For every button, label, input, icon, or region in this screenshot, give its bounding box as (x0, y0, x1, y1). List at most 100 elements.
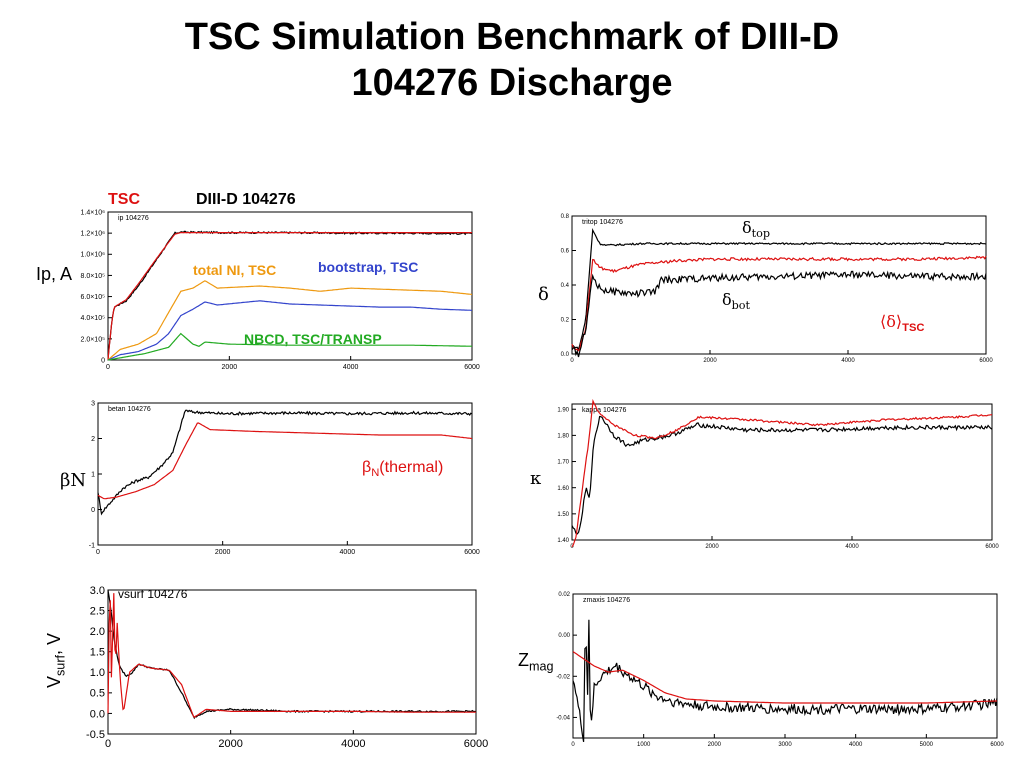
y-tick-label: 8.0×10⁵ (80, 273, 105, 280)
zmag-axis-label: Zmag (518, 650, 554, 674)
x-tick-label: 6000 (464, 549, 480, 556)
x-tick-label: 2000 (218, 738, 242, 750)
annotation-delta-tsc: ⟨δ⟩TSC (880, 312, 925, 334)
x-tick-label: 4000 (343, 364, 359, 371)
delta-bot-sub: bot (731, 299, 751, 313)
y-tick-label: 2.5 (90, 605, 105, 617)
y-tick-label: 1.80 (557, 433, 569, 439)
betan-axis-text: βN (60, 470, 87, 491)
series-line-nbcd-4 (107, 332, 473, 361)
y-tick-label: 0.0 (90, 708, 105, 720)
y-tick-label: 1 (91, 471, 95, 478)
chart-delta: tritop 104276 0 2000 4000 6000 0.0 0.2 0.4 0.6 0.… (561, 214, 994, 364)
series-line-tsc-1 (571, 255, 987, 352)
series-line-tsc-1 (571, 398, 993, 548)
plot-frame (107, 589, 477, 735)
x-tick-label: 2000 (705, 544, 719, 550)
y-tick-label: 2.0×10⁵ (80, 336, 105, 343)
series-line-tsc-1 (107, 593, 476, 719)
series-line-exp-0 (107, 590, 477, 720)
chart-kappa: kappa 104276 0 2000 4000 6000 1.40 1.50 1.60 1.7… (557, 398, 999, 550)
y-tick-label: 1.2×10⁶ (81, 231, 106, 238)
plot-frame (107, 211, 473, 361)
y-tick-label: 2 (91, 436, 95, 443)
title-line-2: 104276 Discharge (351, 62, 673, 104)
delta-top-sub: top (751, 227, 771, 241)
y-tick-label: 0 (101, 357, 105, 364)
series-line-exp-0 (97, 409, 473, 516)
series-line-ni-2 (107, 280, 473, 361)
delta-tsc-sub: TSC (902, 322, 925, 335)
betan-axis-label: βN (60, 470, 86, 491)
x-tick-label: 4000 (845, 544, 859, 550)
chart-ip-svg: ip 104276 0 2000 4000 6000 0 2.0×10⁵ 4.0×10⁵ 6.0… (80, 209, 479, 371)
chart-ip: ip 104276 0 2000 4000 6000 0 2.0×10⁵ 4.0×10⁵ 6.0… (80, 209, 479, 374)
series-line-exp-0 (571, 227, 987, 351)
chart-betan: betan 104276 0 2000 4000 6000 -1 0 1 2 3 (89, 400, 480, 559)
delta-tsc-main: ⟨δ⟩ (880, 312, 903, 331)
inner-label: betan 104276 (108, 406, 151, 413)
chart-zmag-svg: zmaxis 104276 0 1000 2000 3000 4000 5000 6000 -0… (556, 592, 1004, 748)
x-tick-label: 6000 (464, 738, 488, 750)
y-tick-label: 0.0 (561, 352, 570, 358)
delta-bot-main: δ (722, 290, 732, 309)
y-tick-label: 0.5 (90, 688, 105, 700)
annotation-betan-thermal: βN(thermal) (362, 459, 443, 479)
vsurf-axis-main: V (44, 675, 64, 688)
delta-top-main: δ (742, 218, 752, 237)
ip-axis-label: Ip, A (36, 264, 73, 284)
y-tick-label: 0.6 (561, 249, 570, 255)
y-tick-label: 1.5 (90, 647, 105, 659)
betan-thermal-sub: N (371, 467, 380, 480)
y-tick-label: 0.00 (558, 633, 570, 639)
inner-label: vsurf 104276 (118, 587, 188, 601)
chart-vsurf: vsurf 104276 0 2000 4000 6000 -0.5 0.0 0.5 1.0 1.… (86, 585, 488, 750)
title-line-1: TSC Simulation Benchmark of DIII-D (184, 16, 840, 58)
kappa-axis-label: κ (530, 468, 542, 489)
y-tick-label: 2.0 (90, 626, 105, 638)
y-tick-label: 1.50 (557, 512, 569, 518)
inner-label: tritop 104276 (582, 219, 623, 226)
plot-frame (571, 403, 993, 541)
y-tick-label: 1.4×10⁶ (81, 209, 106, 216)
y-tick-label: 3 (91, 400, 95, 407)
y-tick-label: 6.0×10⁵ (80, 294, 105, 301)
x-tick-label: 4000 (849, 742, 863, 748)
y-tick-label: 1.70 (557, 460, 569, 466)
inner-label: ip 104276 (118, 215, 149, 222)
betan-thermal-tail: (thermal) (379, 459, 444, 476)
x-tick-label: 3000 (778, 742, 792, 748)
series-line-exp-2 (571, 270, 987, 358)
y-tick-label: 1.40 (557, 538, 569, 544)
y-tick-label: 0 (91, 507, 95, 514)
chart-zmag: zmaxis 104276 0 1000 2000 3000 4000 5000 6000 -0… (556, 592, 1004, 748)
x-tick-label: 2000 (222, 364, 238, 371)
series-line-tsc-1 (572, 651, 997, 704)
annotation-nbcd: NBCD, TSC/TRANSP (244, 331, 382, 347)
annotation-delta-top: δtop (742, 218, 770, 240)
y-tick-label: 3.0 (90, 585, 105, 597)
x-tick-label: 6000 (985, 544, 999, 550)
y-tick-label: -0.04 (556, 716, 570, 722)
delta-axis-label: δ (538, 284, 549, 305)
x-tick-label: 2000 (703, 358, 717, 364)
x-tick-label: 2000 (215, 549, 231, 556)
x-tick-label: 6000 (979, 358, 993, 364)
y-tick-label: -1 (89, 542, 95, 549)
y-tick-label: -0.02 (556, 674, 570, 680)
zmag-axis-sub: mag (529, 659, 554, 674)
series-line-exp-0 (107, 230, 473, 360)
y-tick-label: 0.2 (561, 318, 570, 324)
y-tick-label: 0.02 (558, 592, 570, 598)
zmag-axis-main: Z (518, 650, 529, 670)
x-tick-label: 0 (570, 358, 574, 364)
x-tick-label: 0 (571, 742, 575, 748)
betan-thermal-main: β (362, 459, 372, 476)
annotation-delta-bot: δbot (722, 290, 750, 312)
vsurf-axis-sub: surf (53, 654, 68, 676)
inner-label: kappa 104276 (582, 407, 626, 414)
series-line-exp-0 (571, 415, 993, 535)
legend-diiid: DIII-D 104276 (196, 191, 296, 208)
